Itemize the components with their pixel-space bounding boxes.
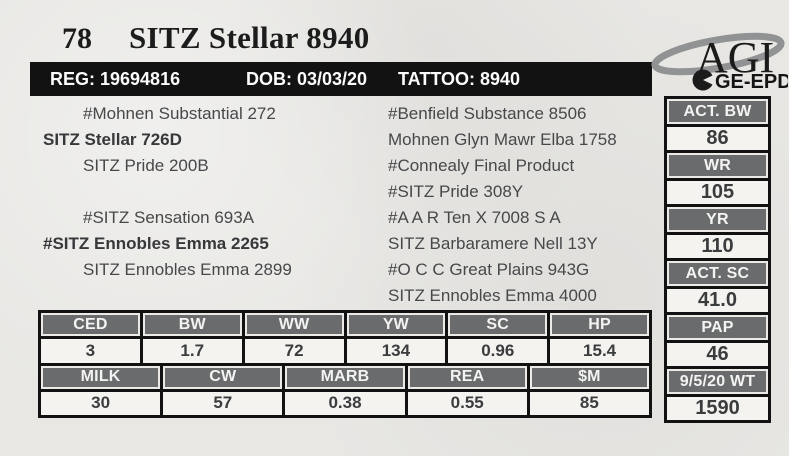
logo-pie-icon [692,69,713,91]
epd-value-milk: 30 [41,391,161,415]
epd-value-hp: 15.4 [550,339,649,363]
lot-number: 78 [62,22,92,55]
reg-field: REG: 19694816 [50,69,181,89]
pedigree-ancestor: #Connealy Final Product [388,156,575,175]
epd-value-bw: 1.7 [142,339,242,363]
sidebar-value-weigh-date-wt: 1590 [667,397,768,420]
sidebar-header-yr: YR [667,207,768,232]
logo-swoosh-icon [651,32,785,76]
epd-header-milk: MILK [41,365,161,389]
epd-header-hp: HP [550,313,649,337]
pedigree-sire-grandsire: #Mohnen Substantial 272 [83,104,276,123]
epd-header-marb: MARB [285,365,405,389]
agi-ge-epd-logo: AGI GE-EPD [651,32,788,93]
pedigree-sire-granddam: SITZ Pride 200B [83,156,209,175]
epd-header-yw: YW [346,313,446,337]
page-title: SITZ Stellar 8940 [129,20,370,55]
sidebar-header-wr: WR [667,153,768,178]
epd-header-sc: SC [448,313,548,337]
logo-ge-epd-text: GE-EPD [715,71,788,93]
registration-bar: REG: 19694816 DOB: 03/03/20 TATTOO: 8940 [30,62,652,96]
pedigree-ancestor: #SITZ Pride 308Y [388,182,524,201]
epd-header-bw: BW [142,313,242,337]
pedigree-ancestor: #Benfield Substance 8506 [388,104,587,123]
epd-value-rea: 0.55 [407,391,527,415]
epd-table: CED BW WW YW SC HP 3 1.7 72 134 0.96 15.… [38,310,652,418]
sidebar-value-act-bw: 86 [667,127,768,150]
sidebar-value-pap: 46 [667,343,768,366]
epd-header-rea: REA [407,365,527,389]
sidebar-value-wr: 105 [667,181,768,204]
measurements-sidebar: ACT. BW 86 WR 105 YR 110 ACT. SC 41.0 PA… [664,96,771,423]
pedigree-ancestor: SITZ Ennobles Emma 4000 [388,286,597,305]
sidebar-header-act-sc: ACT. SC [667,261,768,286]
pedigree-dam-grandsire: #SITZ Sensation 693A [83,208,255,227]
pedigree-sire: SITZ Stellar 726D [43,130,182,149]
epd-header-ced: CED [41,313,140,337]
pedigree-ancestor: #O C C Great Plains 943G [388,260,590,279]
epd-row-group-1: CED BW WW YW SC HP 3 1.7 72 134 0.96 15.… [41,313,649,363]
tattoo-field: TATTOO: 8940 [398,69,521,89]
epd-value-dollar-m: 85 [529,391,649,415]
epd-row-group-2: MILK CW MARB REA $M 30 57 0.38 0.55 85 [41,365,649,415]
epd-value-cw: 57 [163,391,283,415]
pedigree-ancestor: Mohnen Glyn Mawr Elba 1758 [388,130,617,149]
dob-field: DOB: 03/03/20 [246,69,368,89]
epd-value-sc: 0.96 [448,339,548,363]
pedigree-ancestor: #A A R Ten X 7008 S A [388,208,561,227]
epd-header-ww: WW [244,313,344,337]
epd-header-dollar-m: $M [529,365,649,389]
epd-value-yw: 134 [346,339,446,363]
sidebar-value-act-sc: 41.0 [667,289,768,312]
pedigree-dam-granddam: SITZ Ennobles Emma 2899 [83,260,292,279]
pedigree-ancestor: SITZ Barbaramere Nell 13Y [388,234,598,253]
epd-value-ww: 72 [244,339,344,363]
epd-value-marb: 0.38 [285,391,405,415]
sidebar-value-yr: 110 [667,235,768,258]
sidebar-header-weigh-date-wt: 9/5/20 WT [667,369,768,394]
epd-value-ced: 3 [41,339,140,363]
sidebar-header-act-bw: ACT. BW [667,99,768,124]
sidebar-header-pap: PAP [667,315,768,340]
epd-header-cw: CW [163,365,283,389]
pedigree-dam: #SITZ Ennobles Emma 2265 [43,234,269,253]
